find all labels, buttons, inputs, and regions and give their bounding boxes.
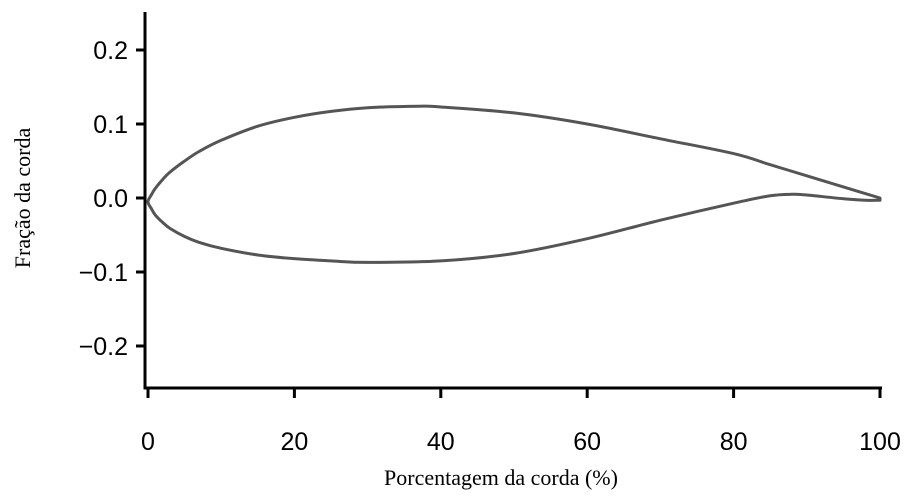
- y-tick-label: −0.1: [79, 259, 128, 287]
- y-tick-label: 0.1: [93, 111, 128, 139]
- x-axis-title: Porcentagem da corda (%): [384, 465, 618, 490]
- plot-area: [146, 104, 882, 264]
- y-tick-label: 0.0: [93, 185, 128, 213]
- x-tick-label: 0: [141, 428, 155, 456]
- airfoil-profile-line: [146, 104, 882, 264]
- x-tick-label: 20: [280, 428, 308, 456]
- ticks: 0.2 0.1 0.0 −0.1 −0.2 0 20 40 60 80 100: [79, 37, 901, 456]
- x-tick-label: 100: [859, 428, 901, 456]
- y-axis-title: Fração da corda: [10, 128, 35, 269]
- y-tick-label: −0.2: [79, 333, 128, 361]
- x-tick-label: 80: [720, 428, 748, 456]
- y-tick-label: 0.2: [93, 37, 128, 65]
- x-tick-label: 60: [573, 428, 601, 456]
- axes: [143, 12, 882, 390]
- x-tick-label: 40: [427, 428, 455, 456]
